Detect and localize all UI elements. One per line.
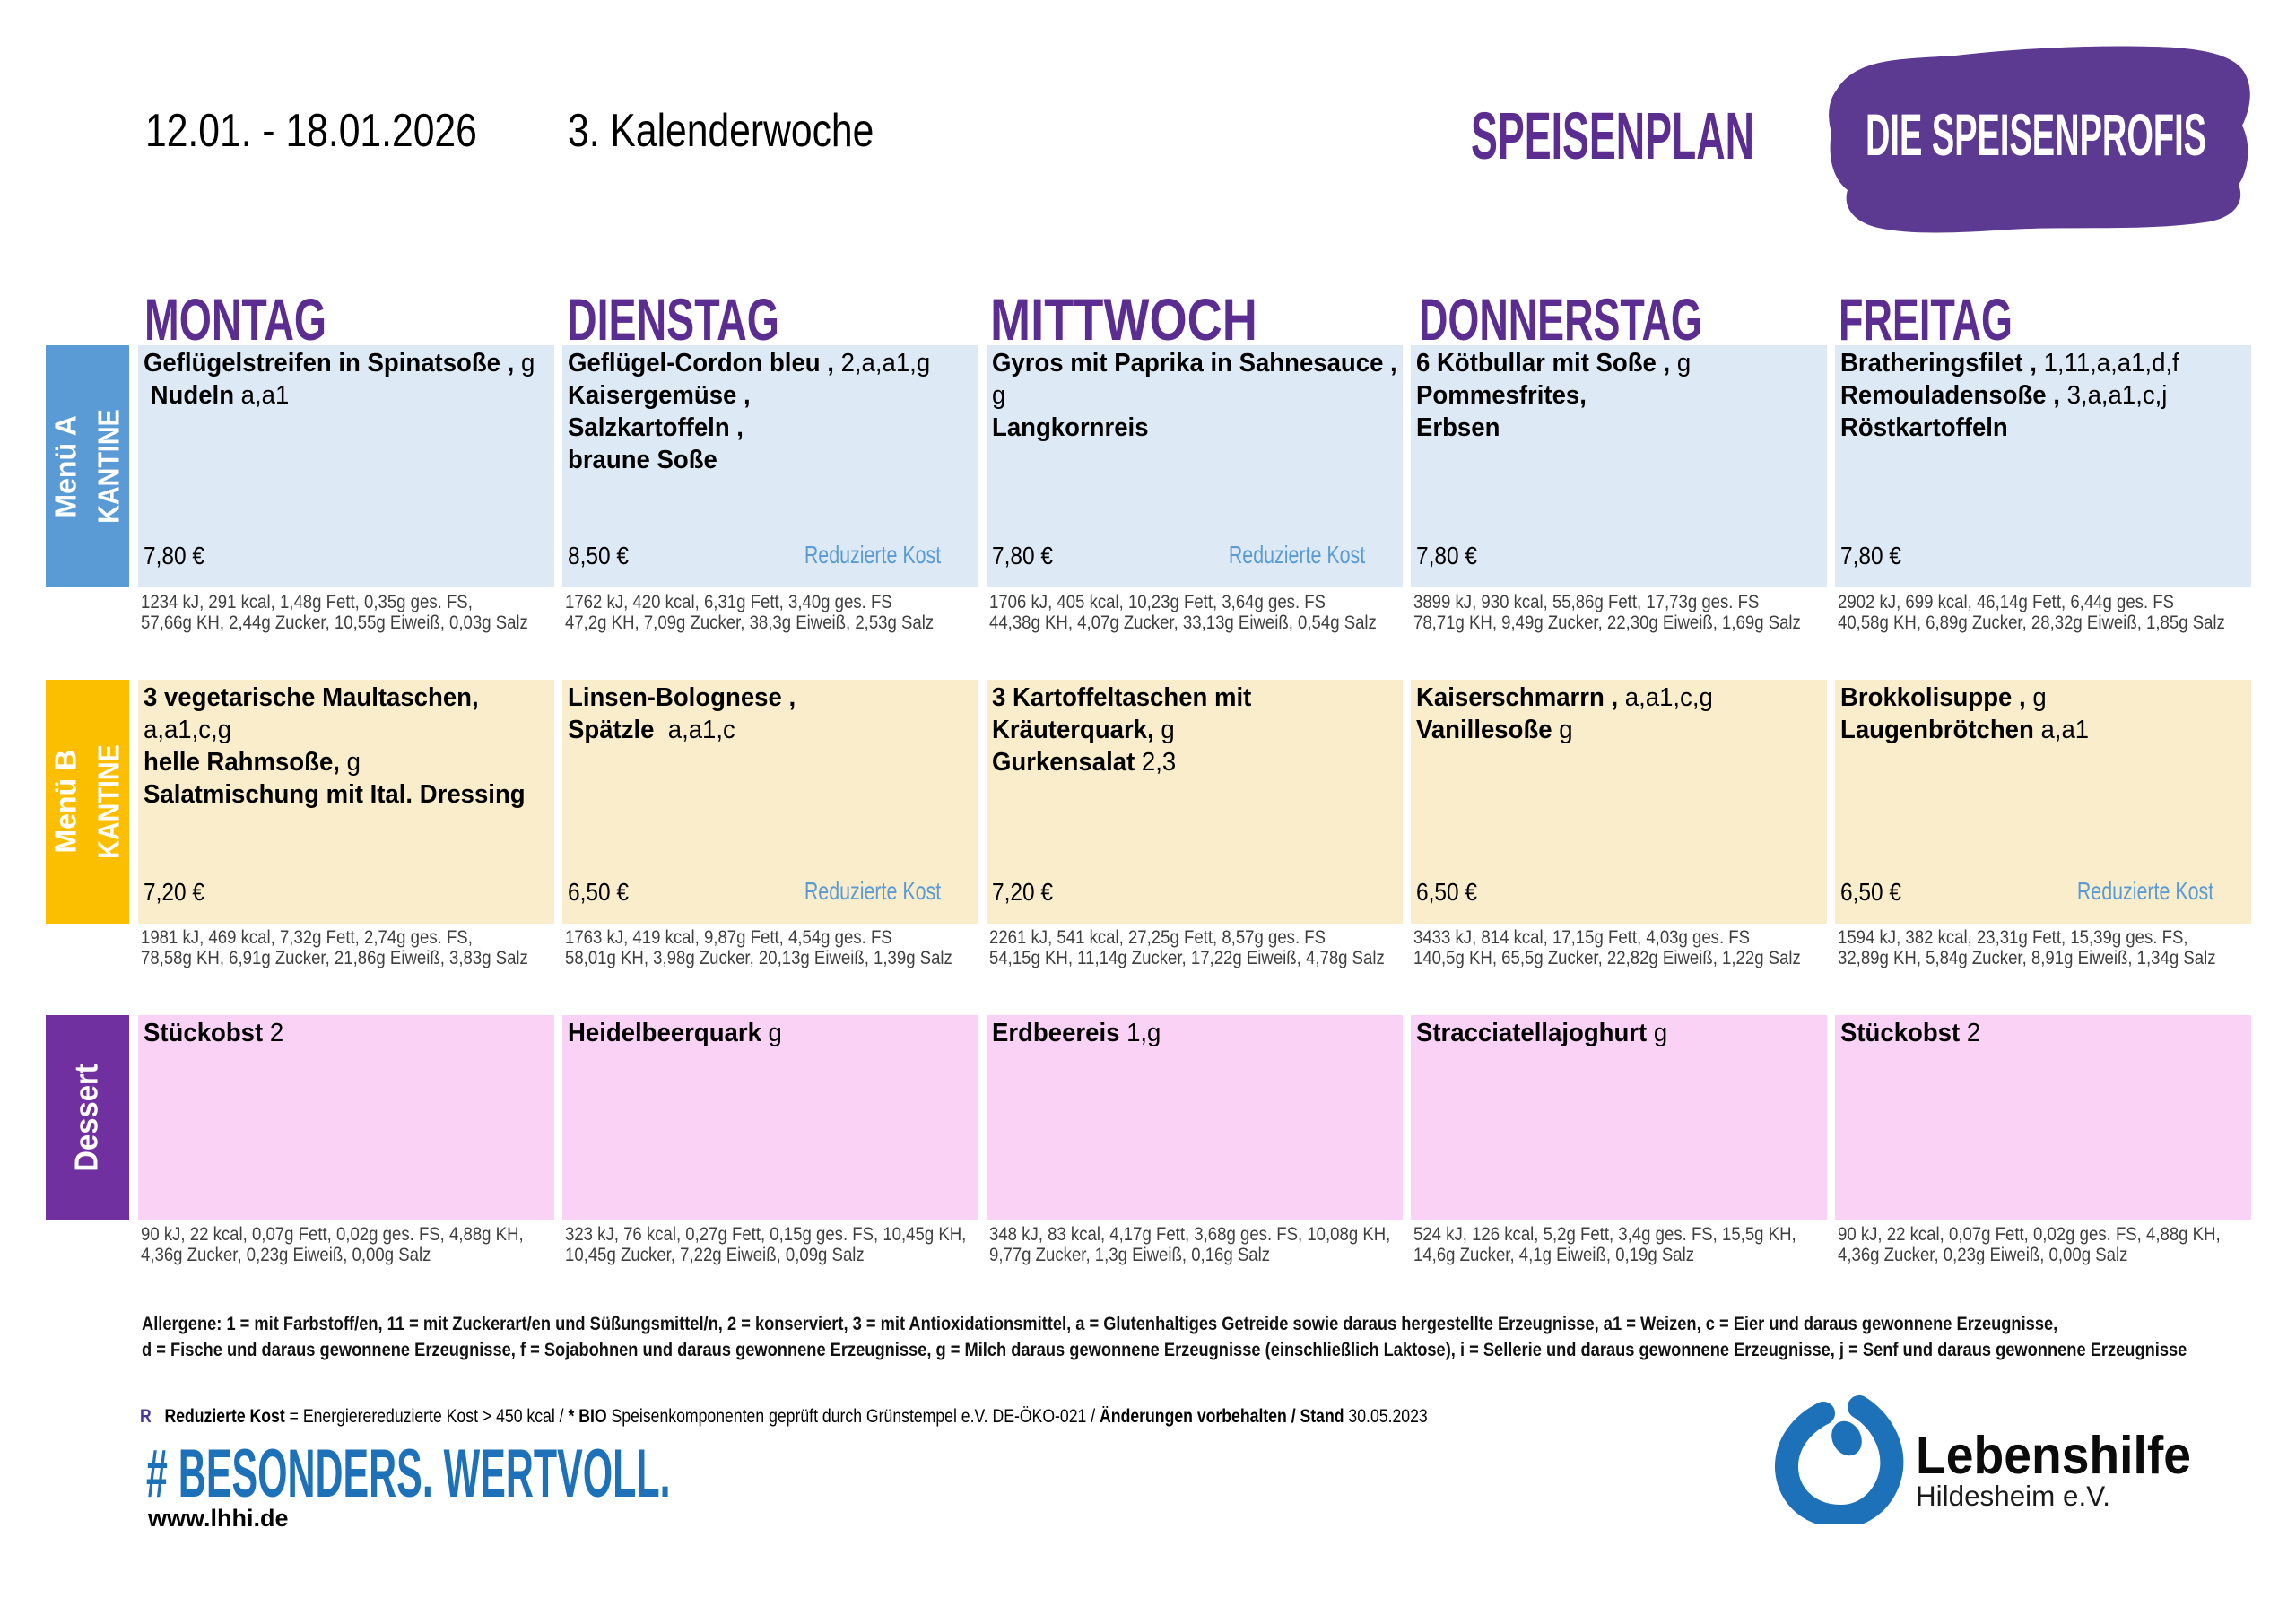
svg-text:Hildesheim e.V.: Hildesheim e.V. xyxy=(1916,1480,2110,1512)
svg-text:DIE SPEISENPROFIS: DIE SPEISENPROFIS xyxy=(1866,101,2206,168)
svg-text:Lebenshilfe: Lebenshilfe xyxy=(1916,1426,2191,1485)
